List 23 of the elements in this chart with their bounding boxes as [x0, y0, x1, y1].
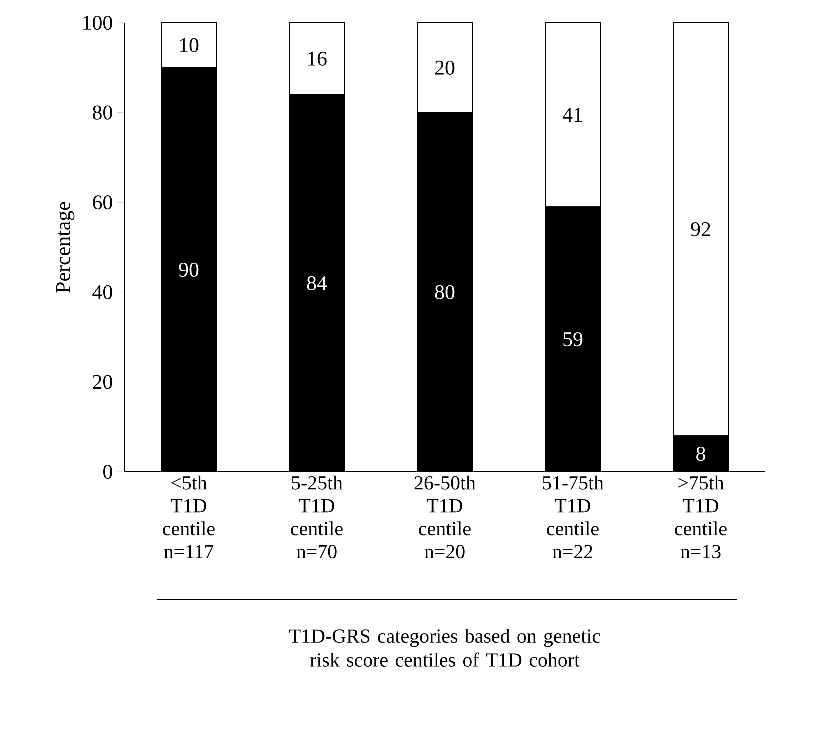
x-tick-label: 26-50th T1D centile n=20 [414, 476, 476, 559]
x-axis-title: T1D-GRS categories based on genetic risk score centiles of T1D cohort [289, 629, 600, 667]
y-tick-label: 60 [93, 196, 112, 210]
data-label: 8 [696, 446, 706, 462]
x-tick-label: 51-75th T1D centile n=22 [543, 476, 604, 558]
data-label: 84 [307, 276, 328, 290]
x-tick-label: >75th T1D centile n=13 [675, 476, 727, 559]
data-label: 92 [691, 222, 710, 237]
y-axis-title: Percentage [56, 202, 75, 293]
y-tick-label: 20 [93, 375, 112, 390]
data-label: 59 [564, 332, 583, 347]
x-tick-label: 5-25th T1D centile n=70 [291, 476, 343, 559]
data-label: 80 [435, 285, 455, 300]
data-label: 90 [179, 262, 199, 278]
data-label: 20 [435, 60, 455, 75]
data-label: 41 [562, 108, 582, 122]
x-tick-label: <5th T1D centile n=117 [163, 476, 215, 558]
data-label: 10 [180, 38, 199, 53]
y-tick-label: 80 [93, 106, 112, 120]
y-tick-label: 0 [104, 464, 112, 480]
data-label: 16 [308, 52, 327, 66]
y-tick-label: 40 [92, 285, 112, 300]
y-tick-label: 100 [84, 16, 112, 30]
